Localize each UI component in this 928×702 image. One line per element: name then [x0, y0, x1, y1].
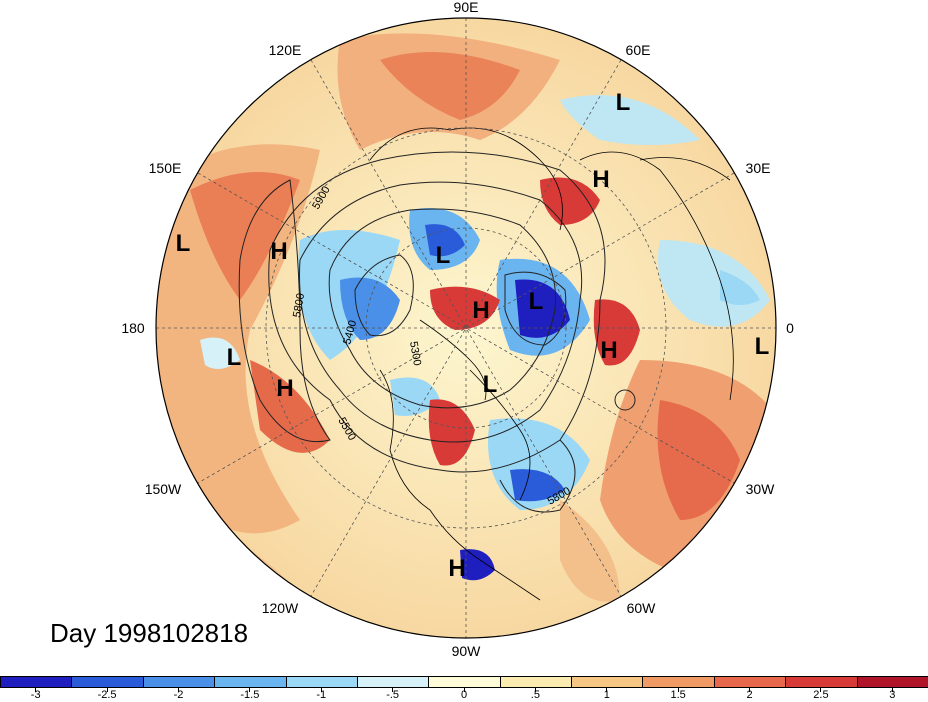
colorbar-tick — [891, 688, 893, 692]
colorbar-swatch — [142, 676, 216, 688]
low-marker: L — [529, 288, 544, 315]
lon-label-60w: 60W — [627, 600, 657, 616]
colorbar-tick-label: -1.5 — [240, 689, 260, 701]
colorbar-tick-label: 1 — [603, 689, 610, 701]
high-marker: H — [448, 555, 465, 582]
day-title: Day 1998102818 — [50, 618, 249, 648]
high-marker: H — [276, 375, 293, 402]
colorbar-swatch — [71, 676, 144, 688]
lon-label-30w: 30W — [746, 481, 776, 497]
lon-label-180: 180 — [121, 320, 145, 336]
colorbar-tick-label: -1 — [316, 689, 327, 701]
lon-label-30e: 30E — [746, 160, 771, 176]
colorbar-tick — [106, 688, 108, 692]
colorbar-tick-label: 1.5 — [670, 689, 686, 701]
colorbar-tick — [463, 688, 465, 692]
colorbar-tick — [249, 688, 251, 692]
lon-label-120e: 120E — [269, 42, 302, 58]
graticule — [156, 18, 776, 638]
colorbar-tick — [677, 688, 679, 692]
contour-label: 5800 — [291, 292, 307, 318]
high-marker: H — [270, 238, 287, 265]
contour-label: 5300 — [407, 340, 423, 366]
colorbar-swatch — [214, 676, 287, 688]
colorbar-tick — [749, 688, 751, 692]
colorbar-swatch — [356, 676, 430, 688]
colorbar-swatch — [856, 676, 928, 688]
colorbar-swatch — [499, 676, 573, 688]
low-marker: L — [436, 242, 451, 269]
map-border — [155, 17, 777, 639]
colorbar-tick-label: 0 — [460, 689, 468, 701]
colorbar: -3 -2.5 -2 -1.5 -1 -.5 0 .5 1 1.5 2 2.5 3 — [0, 676, 928, 702]
colorbar-tick-label: -2.5 — [97, 689, 117, 701]
low-marker: L — [755, 333, 770, 360]
low-marker: L — [227, 344, 242, 371]
lon-label-90e: 90E — [454, 0, 479, 15]
colorbar-swatch — [642, 676, 715, 688]
longitude-labels: 90E 60E 30E 0 30W 60W 90W 120W 150W 180 … — [121, 0, 794, 659]
colorbar-tick — [606, 688, 608, 692]
lon-label-90w: 90W — [452, 643, 482, 659]
colorbar-tick-label: 2.5 — [813, 689, 829, 701]
lon-label-120w: 120W — [262, 600, 299, 616]
colorbar-swatch — [285, 676, 358, 688]
high-marker: H — [600, 337, 617, 364]
colorbar-swatch — [0, 676, 73, 688]
colorbar-tick-label: 3 — [889, 689, 896, 701]
colorbar-swatch — [571, 676, 644, 688]
colorbar-swatch — [713, 676, 787, 688]
colorbar-tick — [820, 688, 822, 692]
colorbar-tick — [320, 688, 322, 692]
colorbar-tick — [392, 688, 394, 692]
colorbar-swatch — [428, 676, 501, 688]
colorbar-tick-label: 2 — [746, 689, 753, 701]
high-marker: H — [472, 297, 489, 324]
colorbar-tick — [35, 688, 37, 692]
colorbar-tick-label: -2 — [173, 689, 184, 701]
colorbar-tick-label: .5 — [530, 689, 540, 701]
low-marker: L — [483, 371, 498, 398]
low-marker: L — [616, 89, 631, 116]
high-marker: H — [592, 166, 609, 193]
pressure-center-markers: L H L H L H L H L L H L H — [176, 89, 770, 582]
lon-label-150e: 150E — [149, 160, 182, 176]
lon-label-150w: 150W — [145, 481, 182, 497]
lon-label-60e: 60E — [626, 42, 651, 58]
colorbar-tick — [177, 688, 179, 692]
lon-label-0: 0 — [786, 320, 794, 336]
colorbar-tick-label: -.5 — [386, 689, 400, 701]
colorbar-swatch — [785, 676, 858, 688]
low-marker: L — [176, 230, 191, 257]
coastlines — [369, 127, 734, 601]
colorbar-tick — [534, 688, 536, 692]
colorbar-tick-label: -3 — [30, 689, 41, 701]
